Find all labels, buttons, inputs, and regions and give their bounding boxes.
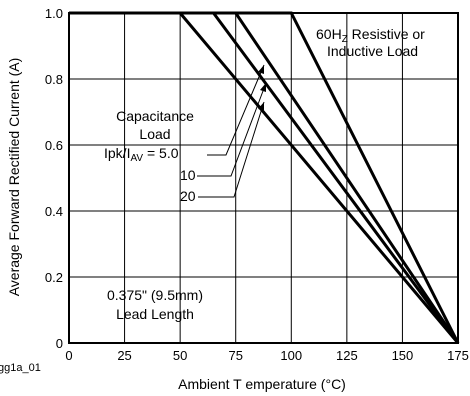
arrowhead-10 [260, 83, 266, 92]
lead-length-line2: Lead Length [116, 306, 194, 322]
leader-line-5 [207, 64, 265, 156]
lead-length-line1: 0.375" (9.5mm) [107, 287, 203, 303]
y-tick-label: 1.0 [45, 6, 63, 21]
y-tick-label: 0.4 [45, 204, 63, 219]
y-tick-label: 0.8 [45, 72, 63, 87]
tick-labels: 0 25 50 75 100 125 150 175 0 0.2 0.4 0.6 0.8 1.0 [45, 6, 469, 363]
x-tick-label: 100 [280, 348, 302, 363]
x-tick-label: 75 [228, 348, 242, 363]
x-tick-label: 25 [117, 348, 131, 363]
x-tick-label: 150 [392, 348, 414, 363]
ratio-label: Ipk/IAV = 5.0 [104, 145, 179, 164]
lead-length-annotation: 0.375" (9.5mm) Lead Length [107, 287, 203, 322]
x-tick-label: 175 [447, 348, 469, 363]
x-tick-label: 125 [336, 348, 358, 363]
capacitance-label-line1: Capacitance [116, 108, 194, 124]
leader-line-20 [198, 101, 265, 198]
ratio-20-label: 20 [180, 188, 196, 204]
y-tick-label: 0 [56, 336, 63, 351]
ratio-10-label: 10 [180, 167, 196, 183]
capacitance-label-line2: Load [139, 126, 170, 142]
capacitance-annotation: Capacitance Load Ipk/IAV = 5.0 10 20 [104, 64, 267, 204]
load-annotation-line1: 60HZ Resistive or [316, 26, 425, 45]
y-axis-label: Average Forward Rectified Current (A) [6, 58, 22, 297]
y-tick-label: 0.2 [45, 270, 63, 285]
y-tick-label: 0.6 [45, 138, 63, 153]
x-tick-label: 0 [65, 348, 72, 363]
x-axis-label: Ambient T emperature (°C) [178, 376, 346, 392]
load-annotation-line2: Inductive Load [327, 43, 418, 59]
figure-id: gg1a_01 [0, 362, 41, 374]
x-tick-label: 50 [173, 348, 187, 363]
load-annotation: 60HZ Resistive or Inductive Load [316, 26, 425, 59]
arrowhead-5 [258, 65, 264, 74]
leader-line-10 [197, 82, 267, 177]
series-layer [69, 11, 460, 344]
series-line-4 [69, 11, 460, 344]
arrowhead-20 [258, 102, 264, 110]
